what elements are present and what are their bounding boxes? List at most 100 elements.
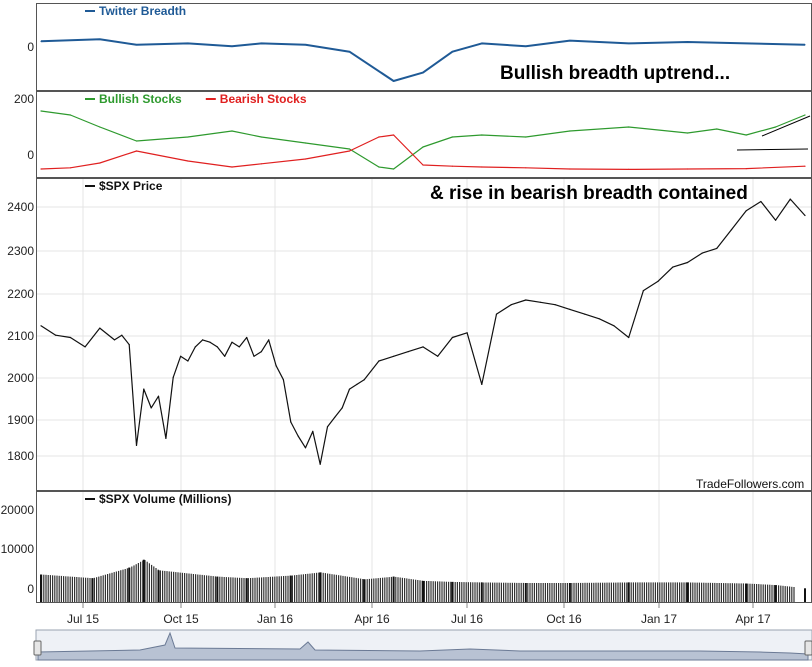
volume-bar (399, 577, 401, 602)
volume-bar (659, 582, 661, 602)
volume-bar (124, 569, 126, 602)
volume-bar (190, 573, 192, 602)
bullish-stocks-point (40, 110, 42, 112)
bearish-stocks-point (525, 167, 527, 169)
trendline-bullish (761, 115, 811, 137)
twitter-breadth-point (393, 80, 395, 82)
volume-bar (439, 581, 441, 602)
volume-bar (243, 578, 245, 602)
legend-label[interactable]: Bearish Stocks (220, 92, 307, 106)
bullish-stocks-point (231, 130, 233, 132)
legend-label[interactable]: Bullish Stocks (99, 92, 182, 106)
volume-bar (707, 582, 709, 602)
volume-bar (639, 582, 641, 602)
bullish-stocks-point (99, 126, 101, 128)
y-tick-label: 200 (14, 92, 34, 106)
legend-label[interactable]: Twitter Breadth (99, 4, 186, 18)
navigator[interactable] (33, 629, 812, 661)
volume-bar (228, 577, 230, 602)
volume-bar (296, 575, 298, 602)
volume-bar (450, 581, 452, 602)
volume-bar (327, 573, 329, 602)
volume-bar (485, 582, 487, 602)
volume-bar (232, 577, 234, 602)
legend-label[interactable]: $SPX Price (99, 179, 163, 193)
twitter-breadth-point (422, 72, 424, 74)
volume-bar (322, 572, 324, 602)
volume-bar (236, 577, 238, 602)
volume-bar (302, 574, 304, 602)
twitter-breadth-point (481, 42, 483, 45)
volume-bar (305, 574, 307, 602)
volume-bar (518, 582, 520, 602)
bullish-stocks-point (775, 126, 777, 128)
volume-bar (760, 584, 762, 602)
spx-price-point (180, 355, 182, 357)
volume-bar (298, 574, 300, 602)
volume-bar (586, 582, 588, 602)
twitter-breadth-line (40, 38, 806, 82)
y-tick-label: 2000 (7, 371, 34, 385)
twitter-breadth-point (187, 42, 189, 45)
volume-bar (340, 575, 342, 602)
volume-bar (401, 577, 403, 602)
volume-bar (247, 578, 249, 602)
spx-price-point (466, 332, 468, 334)
volume-bar (175, 572, 177, 602)
navigator-left-handle[interactable] (33, 640, 42, 656)
volume-bar (153, 566, 155, 602)
volume-bar (670, 582, 672, 602)
y-tick-label: 2100 (7, 329, 34, 343)
volume-bar (507, 582, 509, 602)
x-tick-label: Jul 16 (451, 612, 483, 626)
volume-bar (602, 582, 604, 602)
volume-bar (753, 583, 755, 602)
volume-bar (82, 577, 84, 602)
volume-bar (355, 577, 357, 602)
trendline-bearish (736, 148, 809, 151)
bullish-stocks-point (378, 166, 380, 168)
volume-bar (608, 582, 610, 602)
volume-bar (544, 583, 546, 602)
volume-bar (654, 582, 656, 602)
volume-bar (43, 574, 45, 602)
volume-bar (384, 577, 386, 602)
spx-price-point (628, 336, 630, 339)
volume-bar (723, 583, 725, 602)
navigator-right-handle[interactable] (804, 640, 812, 656)
volume-bar (604, 582, 606, 602)
volume-bar (69, 576, 71, 602)
legend-label[interactable]: $SPX Volume (Millions) (99, 492, 231, 506)
volume-bar (615, 582, 617, 602)
y-tick-label: 0 (27, 582, 34, 596)
volume-bar (142, 560, 144, 602)
volume-bar (476, 582, 478, 602)
spx-price-point (143, 388, 145, 390)
volume-bar (170, 571, 172, 602)
volume-bar (368, 578, 370, 602)
volume-bar (483, 582, 485, 602)
volume-bar (137, 563, 139, 602)
volume-bar (685, 582, 687, 602)
spx-price-point (150, 407, 152, 409)
volume-bar (49, 575, 51, 602)
volume-bar (650, 582, 652, 602)
volume-bar (549, 583, 551, 602)
volume-bar (93, 577, 95, 602)
volume-bar (778, 585, 780, 602)
volume-bar (681, 582, 683, 602)
volume-bar (234, 577, 236, 602)
volume-bar (588, 582, 590, 602)
twitter-breadth-point (135, 44, 138, 46)
volume-bar (542, 583, 544, 602)
volume-bar (131, 566, 133, 602)
volume-bar (522, 582, 524, 602)
spx-price-point (40, 325, 42, 327)
y-tick-label: 1800 (7, 449, 34, 463)
volume-bar (720, 583, 722, 602)
volume-bar (349, 576, 351, 602)
volume-bar (749, 583, 751, 602)
spx-price-point (216, 346, 218, 348)
volume-bar (712, 582, 714, 602)
volume-point-bar (392, 576, 395, 602)
